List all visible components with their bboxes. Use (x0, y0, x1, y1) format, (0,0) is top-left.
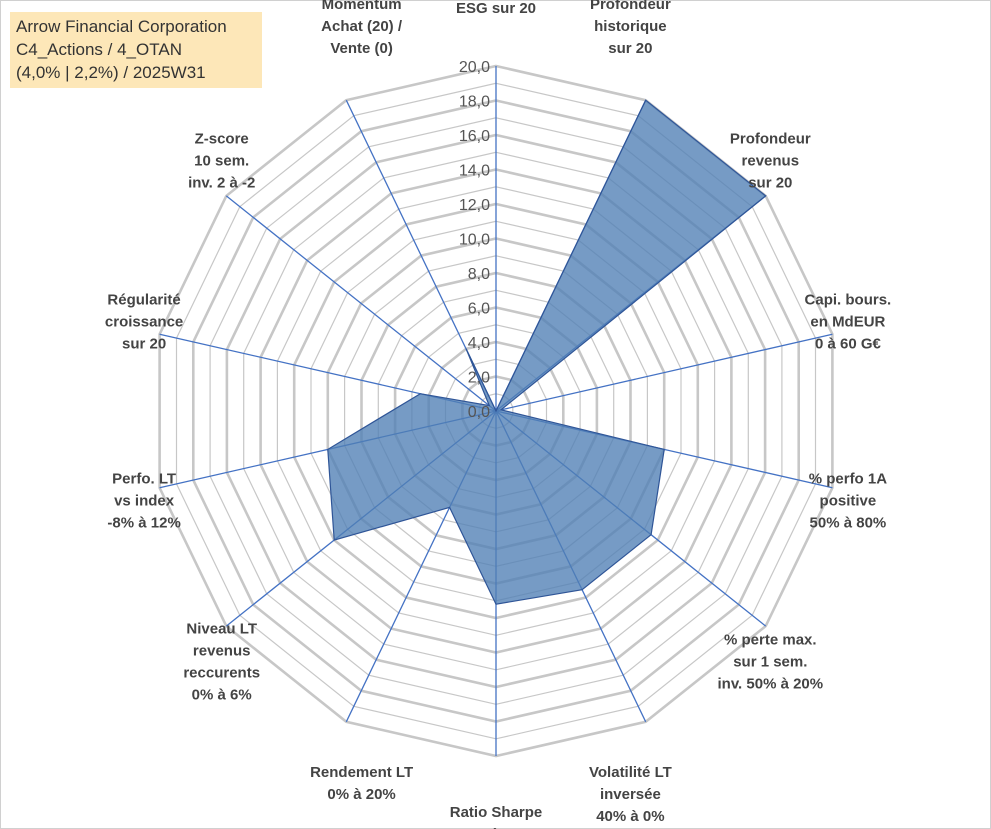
radial-tick-label: 2,0 (468, 370, 490, 387)
data-layer (327, 99, 767, 605)
axis-label-line: 40% à 0% (596, 808, 664, 825)
company-name: Arrow Financial Corporation (16, 17, 227, 36)
axis-label-line: inv. 2 à -2 (188, 174, 255, 191)
axis-label: Profondeur historique sur 20 (590, 0, 671, 57)
axis-label-line: Ratio Sharpe (450, 804, 543, 821)
radial-tick-label: 18,0 (459, 94, 490, 111)
axis-label-line: % perfo 1A (809, 471, 888, 488)
axis-label-line: revenus (742, 152, 800, 169)
axis-label: Momentum Achat (20) / Vente (0) (321, 0, 403, 57)
category-line: C4_Actions / 4_OTAN (16, 40, 182, 59)
axis-label-line: 0% à 20% (327, 786, 395, 803)
radial-tick-label: 12,0 (459, 197, 490, 214)
radial-tick-label: 16,0 (459, 128, 490, 145)
radial-tick-label: 20,0 (459, 59, 490, 76)
axis-label-line: 10 sem. (194, 152, 249, 169)
radial-tick-label: 6,0 (468, 301, 490, 318)
axis-label-line: Rendement LT (310, 764, 413, 781)
axis-label-line: vs index (114, 493, 175, 510)
axis-label-line: Profondeur (590, 0, 671, 13)
axis-label-line: ESG sur 20 (456, 0, 536, 17)
axis-label-line: Capi. bours. (805, 292, 892, 309)
axis-label: Profondeur revenus sur 20 (730, 130, 811, 191)
axis-label-line: sur 20 (748, 174, 792, 191)
axis-spoke (225, 195, 497, 412)
radial-tick-label: 8,0 (468, 266, 490, 283)
axis-label-line: reccurents (183, 665, 260, 682)
axis-spoke (495, 333, 833, 412)
axis-label-line: positive (820, 493, 877, 510)
axis-label-line: Perfo. LT (112, 471, 176, 488)
axis-label-line: Momentum (322, 0, 402, 13)
axis-label-line: croissance (105, 314, 183, 331)
axis-label: Niveau LT revenus reccurents 0% à 6% (183, 621, 260, 704)
axis-label-line: Niveau LT (186, 621, 257, 638)
axis-label-line: Régularité (107, 292, 180, 309)
axis-label: Ratio Sharpe 0 à 1 (450, 804, 543, 829)
period-line: (4,0% | 2,2%) / 2025W31 (16, 63, 206, 82)
axis-label-line: Z-score (195, 130, 249, 147)
axis-label: Capi. bours. en MdEUR 0 à 60 G€ (805, 292, 892, 353)
axis-label-line: Volatilité LT (589, 764, 672, 781)
axis-label: Z-score 10 sem. inv. 2 à -2 (188, 130, 255, 191)
tick-layer: 0,0 2,0 4,0 6,0 8,0 10,0 12,0 14,0 16,0 18,0 20,0 (459, 59, 490, 421)
axis-label: NoteESG sur 20 (456, 0, 536, 17)
axis-label-line: -8% à 12% (107, 515, 180, 532)
label-layer: NoteESG sur 20 Profondeur historique sur 20… (105, 0, 891, 829)
axis-label-line: revenus (193, 643, 251, 660)
axis-label-line: historique (594, 18, 667, 35)
axis-label-line: sur 1 sem. (733, 654, 807, 671)
axis-label-line: 0 à 1 (479, 826, 512, 829)
axis-label-line: 50% à 80% (810, 515, 887, 532)
company-info-box: Arrow Financial Corporation C4_Actions /… (10, 12, 262, 88)
axis-label-line: 0% à 6% (192, 687, 252, 704)
axis-label: % perte max. sur 1 sem. inv. 50% à 20% (717, 632, 823, 693)
axis-label: Perfo. LT vs index -8% à 12% (107, 471, 180, 532)
axis-label-line: % perte max. (724, 632, 817, 649)
axis-label-line: en MdEUR (810, 314, 885, 331)
axis-label-line: sur 20 (122, 336, 166, 353)
axis-label-line: sur 20 (608, 40, 652, 57)
axis-label: Régularité croissance sur 20 (105, 292, 183, 353)
axis-label-line: inv. 50% à 20% (717, 676, 823, 693)
radial-tick-label: 0,0 (468, 404, 490, 421)
radial-tick-label: 14,0 (459, 163, 490, 180)
axis-label-line: Vente (0) (330, 40, 393, 57)
axis-label-line: 0 à 60 G€ (815, 336, 882, 353)
radial-tick-label: 10,0 (459, 232, 490, 249)
axis-label: Volatilité LT inversée 40% à 0% (589, 764, 672, 825)
axis-label-line: inversée (600, 786, 661, 803)
axis-label: % perfo 1A positive 50% à 80% (809, 471, 888, 532)
axis-label-line: Achat (20) / (321, 18, 403, 35)
axis-label: Rendement LT 0% à 20% (310, 764, 413, 803)
radial-tick-label: 4,0 (468, 335, 490, 352)
axis-label-line: Profondeur (730, 130, 811, 147)
